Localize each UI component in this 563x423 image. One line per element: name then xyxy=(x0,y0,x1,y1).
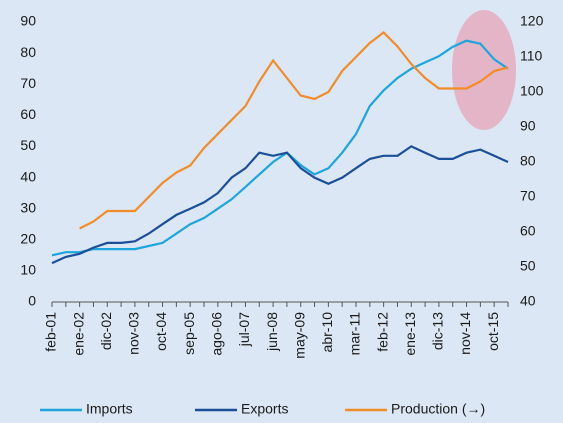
x-tick-label: ene-13 xyxy=(402,312,418,356)
x-tick-label: feb-01 xyxy=(43,312,59,352)
x-tick-label: oct-04 xyxy=(153,312,169,351)
x-tick-label: sep-05 xyxy=(181,312,197,355)
x-tick-label: dic-13 xyxy=(430,312,446,350)
legend-label: Imports xyxy=(86,401,133,417)
y-tick-label: 20 xyxy=(20,230,36,246)
legend-label: Production (→) xyxy=(391,401,485,417)
series-line xyxy=(51,145,509,265)
y2-tick-label: 120 xyxy=(520,13,544,29)
x-tick-label: mar-11 xyxy=(347,312,363,356)
y2-tick-label: 100 xyxy=(520,83,544,99)
x-tick-label: may-09 xyxy=(291,312,307,359)
series-line xyxy=(51,39,509,257)
y2-tick-label: 40 xyxy=(520,293,536,309)
x-tick-label: dic-02 xyxy=(98,312,114,350)
y-tick-label: 90 xyxy=(20,13,36,29)
x-tick-label: feb-12 xyxy=(374,312,390,352)
highlight xyxy=(452,10,516,130)
y2-tick-label: 50 xyxy=(520,258,536,274)
y2-tick-label: 110 xyxy=(520,48,543,64)
x-tick-label: jul-07 xyxy=(236,312,252,347)
y-tick-label: 10 xyxy=(20,262,36,278)
y-tick-label: 50 xyxy=(20,137,36,153)
y2-tick-label: 90 xyxy=(520,118,536,134)
x-tick-label: jun-08 xyxy=(264,312,280,352)
series-line xyxy=(79,31,509,230)
x-tick-label: nov-14 xyxy=(457,312,473,355)
x-tick-label: oct-15 xyxy=(485,312,501,351)
y-tick-label: 40 xyxy=(20,168,36,184)
y-tick-label: 80 xyxy=(20,44,36,60)
y2-tick-label: 70 xyxy=(520,188,536,204)
x-tick-label: ago-06 xyxy=(209,312,225,356)
y-tick-label: 70 xyxy=(20,75,36,91)
x-tick-label: abr-10 xyxy=(319,312,335,353)
legend-label: Exports xyxy=(241,401,288,417)
y2-tick-label: 80 xyxy=(520,153,536,169)
y-tick-label: 60 xyxy=(20,106,36,122)
x-tick-label: nov-03 xyxy=(126,312,142,355)
x-tick-label: ene-02 xyxy=(70,312,86,356)
y-tick-label: 30 xyxy=(20,199,36,215)
y-tick-label: 0 xyxy=(28,293,36,309)
y2-tick-label: 60 xyxy=(520,223,536,239)
